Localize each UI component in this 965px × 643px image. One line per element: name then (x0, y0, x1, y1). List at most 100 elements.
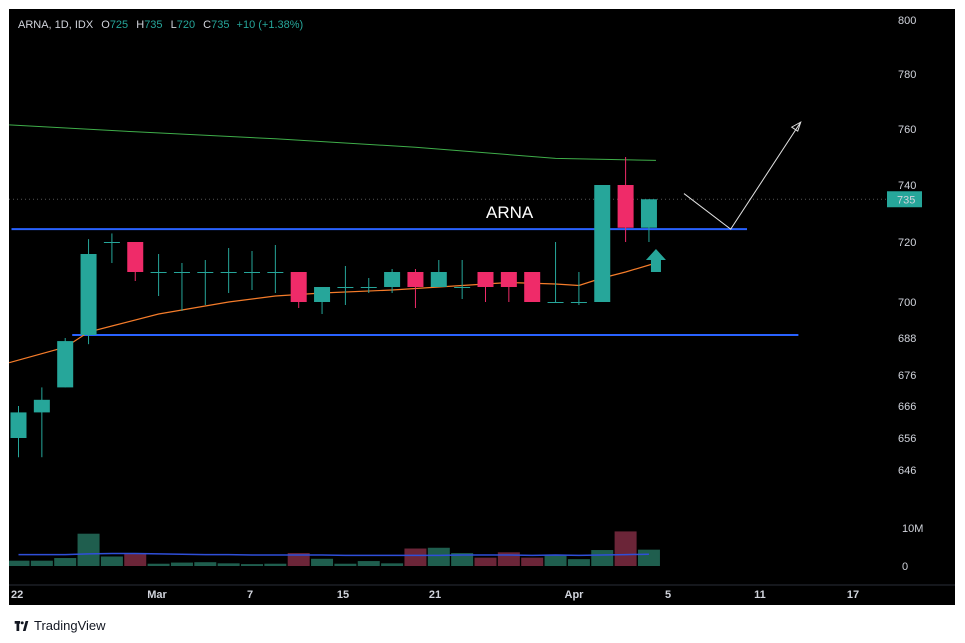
arna-annotation-label: ARNA (486, 203, 534, 222)
legend-close-label: C (203, 19, 212, 31)
footer-brand[interactable]: TradingView (14, 618, 106, 633)
volume-bar (264, 563, 287, 566)
candle-body (617, 185, 634, 228)
volume-bar (591, 550, 614, 566)
volume-bar (544, 555, 567, 566)
candle-body (547, 302, 564, 303)
legend-high-value: 735 (144, 19, 163, 31)
buy-arrow-icon (645, 249, 666, 272)
candle-body (477, 272, 494, 287)
candle-body (430, 272, 447, 287)
candle-body (384, 272, 401, 287)
volume-bar (30, 560, 53, 566)
legend-open-label: O (101, 19, 110, 31)
y-axis-tick-label: 666 (898, 401, 916, 413)
candle-body (80, 254, 97, 335)
y-axis-tick-label: 700 (898, 297, 916, 309)
legend-open-value: 725 (109, 19, 129, 31)
x-axis-tick-label: Mar (147, 589, 167, 601)
volume-bar (77, 533, 100, 566)
volume-bar (217, 563, 240, 566)
volume-bar (334, 563, 357, 566)
volume-bar (451, 553, 474, 566)
tradingview-logo-icon (14, 620, 29, 631)
volume-bar (124, 553, 147, 566)
y-axis-tick-label: 780 (898, 69, 916, 81)
candle-body (220, 272, 237, 273)
x-axis-tick-label: 7 (247, 589, 253, 601)
legend-close-value: 735 (211, 19, 230, 31)
chart-panel[interactable]: ARNA 800 780 760 740 720 700 688 676 666 656 646 735… (9, 9, 955, 605)
volume-bar (521, 557, 544, 566)
volume-bar (54, 558, 77, 566)
volume-bar (100, 556, 123, 566)
candle-body (103, 242, 120, 243)
volume-bar (147, 563, 170, 566)
candle-body (127, 242, 144, 272)
x-axis-tick-label: 17 (847, 589, 859, 601)
footer-brand-text: TradingView (34, 618, 106, 633)
candle-body (197, 272, 214, 273)
x-axis-tick-label: 5 (665, 589, 671, 601)
volume-axis-tick-label: 0 (902, 561, 908, 573)
candle-body (337, 287, 354, 288)
candle-body (314, 287, 331, 302)
x-axis-tick-label: Apr (565, 589, 585, 601)
candle-body (524, 272, 541, 302)
y-axis-tick-label: 676 (898, 370, 916, 382)
candle-body (57, 341, 74, 388)
candle-body (407, 272, 424, 287)
volume-bar (614, 531, 637, 566)
x-axis-tick-label: 22 (11, 589, 23, 601)
volume-bar (427, 547, 450, 566)
legend-change: +10 (+1.38%) (236, 19, 304, 31)
candle-body (10, 412, 27, 438)
candle-body (150, 272, 167, 273)
y-axis-tick-label: 688 (898, 333, 916, 345)
y-axis-tick-label: 720 (898, 237, 916, 249)
volume-bar (9, 560, 30, 566)
y-axis-tick-label: 656 (898, 433, 916, 445)
volume-axis-tick-label: 10M (902, 523, 923, 535)
candle-body (33, 399, 50, 413)
volume-bar (567, 559, 590, 566)
candle-body (267, 272, 284, 273)
volume-bar (404, 548, 427, 566)
y-axis-tick-label: 740 (898, 180, 916, 192)
candle-body (500, 272, 517, 287)
candle-body (594, 185, 611, 302)
volume-bar (474, 557, 497, 566)
y-axis-tick-label: 646 (898, 465, 916, 477)
projection-arrow-head-icon (790, 121, 802, 132)
y-axis-tick-label: 800 (898, 15, 916, 27)
legend-low-value: 720 (176, 19, 196, 31)
chart-legend: ARNA, 1D, IDX O725 H735 L720 C735 +10 (+… (18, 19, 303, 31)
volume-ma-line (18, 552, 649, 557)
legend-low-label: L (170, 19, 177, 31)
volume-bar (311, 558, 334, 566)
last-price-tag-label: 735 (897, 194, 915, 206)
x-axis-tick-label: 11 (754, 589, 766, 601)
candle-body (454, 287, 471, 288)
last-price-tag (887, 191, 922, 208)
volume-bar (194, 562, 217, 566)
x-axis-tick-label: 15 (337, 589, 349, 601)
volume-bar (381, 563, 404, 566)
candle-body (360, 287, 377, 288)
candle-body (173, 272, 190, 273)
projection-path-line (683, 121, 802, 230)
chart-canvas[interactable]: ARNA 800 780 760 740 720 700 688 676 666 656 646 735… (9, 9, 955, 605)
candle-body (290, 272, 307, 302)
candle-body (640, 199, 657, 228)
volume-bar (637, 549, 660, 566)
x-axis-tick-label: 21 (429, 589, 441, 601)
candle-body (570, 302, 587, 303)
volume-bar (357, 561, 380, 566)
ma-long-line (9, 124, 656, 161)
volume-bar (287, 553, 310, 566)
legend-high-label: H (136, 19, 145, 31)
legend-symbol: ARNA, 1D, IDX (18, 19, 94, 31)
ma-short-line (9, 262, 657, 364)
y-axis-tick-label: 760 (898, 124, 916, 136)
candle-body (244, 272, 260, 273)
